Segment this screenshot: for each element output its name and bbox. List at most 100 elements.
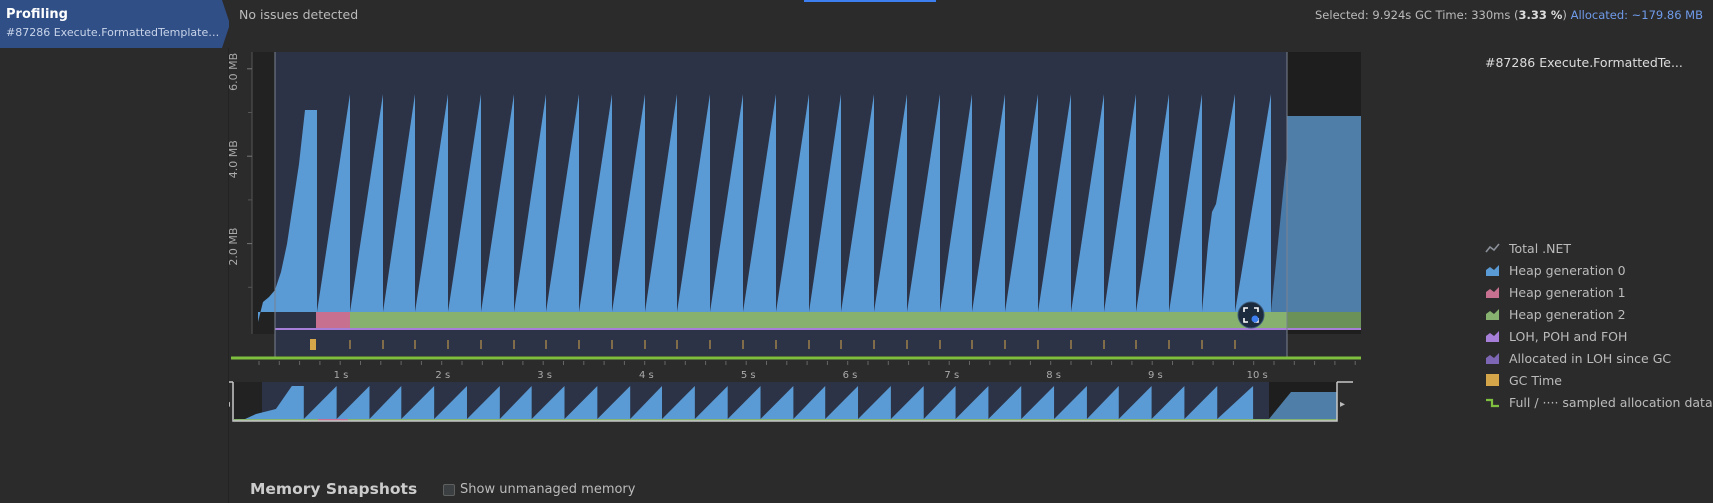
overview-gen0-tooth (858, 386, 891, 419)
overview-gen0-tooth (1151, 386, 1185, 419)
heap-gen0-tooth (546, 94, 579, 312)
legend-item-label: Heap generation 0 (1509, 262, 1626, 278)
overview-gen0-tooth (531, 386, 565, 419)
overview-gen0-tooth (988, 386, 1022, 419)
overview-gen0-tooth (694, 386, 728, 419)
heap-gen0-tooth (350, 94, 383, 312)
legend-item-label: Total .NET (1509, 240, 1572, 256)
y-tick-label: 2.0 MB (229, 228, 240, 266)
heap-gen0-first-ramp (258, 110, 317, 328)
gc-time-track (275, 333, 1287, 356)
heap-gen0-tooth (514, 94, 546, 312)
legend-item[interactable]: Heap generation 0 (1485, 259, 1713, 281)
line-icon (1485, 243, 1500, 253)
heap-gen0-tooth (677, 94, 710, 312)
legend-item-label: Heap generation 2 (1509, 306, 1626, 322)
stats-prefix: Selected: 9.924s GC Time: 330ms ( (1315, 8, 1519, 22)
heap-gen0-tooth (1169, 94, 1202, 312)
heap-gen2-right (1287, 312, 1361, 328)
legend-item[interactable]: Full / ···· sampled allocation data (1485, 391, 1713, 413)
stats-suffix: ) (1562, 8, 1571, 22)
heap-gen0-tooth (972, 94, 1005, 312)
sidebar-item-profiling[interactable]: Profiling #87286 Execute.FormattedTempla… (0, 0, 230, 48)
x-tick-label: 3 s (537, 370, 552, 381)
heap-gen0-tooth (809, 94, 841, 312)
capture-icon (1243, 307, 1259, 323)
heap-gen0-tooth (579, 94, 612, 312)
heap-gen0-tooth (1071, 94, 1104, 312)
overview-gen0-tooth (564, 386, 598, 419)
heap-gen1-area (316, 312, 350, 328)
heap-gen0-tooth (1104, 94, 1136, 312)
overview-gen0-tooth (1217, 386, 1254, 419)
heap-gen0-tooth (612, 94, 645, 312)
y-axis: 6.0 MB 4.0 MB 2.0 MB (229, 52, 253, 334)
overview-gen0-tooth (1086, 386, 1119, 419)
overview-frame (232, 382, 1338, 422)
legend-list: Total .NET Heap generation 0 Heap generati… (1485, 237, 1713, 413)
snapshot-marker-button[interactable] (1237, 301, 1265, 329)
show-unmanaged-label[interactable]: Show unmanaged memory (460, 482, 636, 497)
x-tick-label: 5 s (741, 370, 756, 381)
legend-item[interactable]: Heap generation 2 (1485, 303, 1713, 325)
show-unmanaged-checkbox[interactable] (443, 484, 455, 496)
heap-gen0-tooth (874, 94, 907, 312)
overview-gen0-first (245, 386, 304, 419)
memory-snapshots-title: Memory Snapshots (250, 480, 418, 498)
overview-gen0-tooth (727, 386, 761, 419)
legend-item[interactable]: Total .NET (1485, 237, 1713, 259)
sidebar-item-subtitle: #87286 Execute.FormattedTemplate.... (6, 26, 222, 39)
overview-areas (234, 386, 1337, 421)
issues-status: No issues detected (239, 7, 359, 22)
scroll-left-icon[interactable]: ◂ (229, 399, 230, 410)
overview-gen0-tooth (1054, 386, 1087, 419)
overview-gen0-tooth (923, 386, 956, 419)
x-tick-label: 1 s (334, 370, 349, 381)
gc-track-background (275, 333, 1287, 356)
heap-gen0-tooth (776, 94, 809, 312)
legend-item[interactable]: GC Time (1485, 369, 1713, 391)
memory-timeline-chart[interactable]: 6.0 MB 4.0 MB 2.0 MB 1 s 2 s 3 s 4 s 5 s 6 s 7 s… (229, 44, 1485, 466)
magnifier-icon (1251, 315, 1259, 323)
area-icon (1486, 265, 1499, 276)
legend-title: #87286 Execute.FormattedTe... (1485, 55, 1683, 70)
area-icon (1486, 331, 1499, 342)
legend-item-label: Allocated in LOH since GC (1509, 350, 1672, 366)
legend-item-label: Heap generation 1 (1509, 284, 1626, 300)
area-icon (1486, 353, 1499, 364)
scroll-right-icon[interactable]: ▸ (1340, 399, 1345, 410)
y-tick-label: 6.0 MB (229, 53, 240, 91)
x-tick-label: 4 s (639, 370, 654, 381)
x-tick-label: 7 s (944, 370, 959, 381)
overview-gen2-band (234, 419, 1337, 421)
legend-item[interactable]: Allocated in LOH since GC (1485, 347, 1713, 369)
sidebar-item-title: Profiling (6, 7, 68, 22)
heap-gen0-tooth (415, 94, 448, 312)
overview-gen0-tooth (1184, 386, 1218, 419)
plot-left-unselected (252, 52, 275, 334)
legend-item[interactable]: LOH, POH and FOH (1485, 325, 1713, 347)
x-tick-label: 2 s (435, 370, 450, 381)
legend-item[interactable]: Heap generation 1 (1485, 281, 1713, 303)
overview-navigator[interactable]: ◂ ▸ (229, 381, 1353, 422)
overview-gen0-tooth (1021, 386, 1055, 419)
legend-item-label: GC Time (1509, 372, 1562, 388)
legend-panel: #87286 Execute.FormattedTe... Total .NET… (1485, 55, 1713, 410)
step-icon (1486, 398, 1499, 408)
overview-gen0-tooth (303, 386, 337, 419)
heap-gen0-tooth (1005, 94, 1038, 312)
heap-gen2-area (350, 312, 1361, 328)
heap-gen0-tooth (448, 94, 481, 312)
overview-gen0-tooth (760, 386, 794, 419)
overview-gen0-tooth (401, 386, 435, 419)
overview-gen0-tooth (1118, 386, 1152, 419)
heap-gen0-tooth (841, 94, 874, 312)
x-tick-label: 6 s (843, 370, 858, 381)
overview-gen0-tooth (825, 386, 859, 419)
overview-gen1-band (318, 419, 348, 421)
heap-gen0-tooth (1235, 94, 1271, 312)
gc-percent: 3.33 % (1518, 8, 1563, 22)
legend-item-label: Full / ···· sampled allocation data (1509, 394, 1713, 410)
overview-gen0-tooth (890, 386, 924, 419)
overview-gen0-right (1269, 392, 1337, 419)
